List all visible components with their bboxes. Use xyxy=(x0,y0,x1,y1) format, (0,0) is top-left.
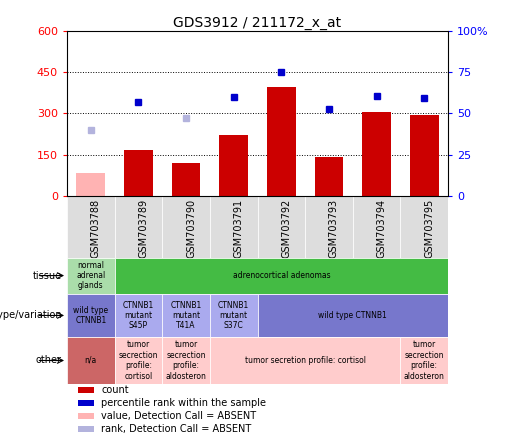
Bar xyxy=(258,196,305,258)
Bar xyxy=(78,387,94,393)
Text: tumor
secrection
profile:
cortisol: tumor secrection profile: cortisol xyxy=(118,341,158,381)
Text: CTNNB1
mutant
S45P: CTNNB1 mutant S45P xyxy=(123,301,154,330)
Bar xyxy=(114,258,448,293)
Text: tumor
secrection
profile:
aldosteron: tumor secrection profile: aldosteron xyxy=(166,341,207,381)
Text: other: other xyxy=(36,356,62,365)
Bar xyxy=(67,258,114,293)
Bar xyxy=(78,413,94,419)
Text: n/a: n/a xyxy=(84,356,97,365)
Text: GSM703793: GSM703793 xyxy=(329,199,339,258)
Text: GSM703794: GSM703794 xyxy=(376,199,387,258)
Text: rank, Detection Call = ABSENT: rank, Detection Call = ABSENT xyxy=(101,424,251,434)
Bar xyxy=(67,196,114,258)
Bar xyxy=(114,196,162,258)
Text: count: count xyxy=(101,385,129,395)
Title: GDS3912 / 211172_x_at: GDS3912 / 211172_x_at xyxy=(174,16,341,30)
Bar xyxy=(305,196,353,258)
Text: adrenocortical adenomas: adrenocortical adenomas xyxy=(232,271,330,280)
Bar xyxy=(76,173,105,196)
Bar xyxy=(258,293,448,337)
Bar xyxy=(210,337,401,384)
Bar xyxy=(410,115,439,196)
Bar xyxy=(78,400,94,406)
Bar xyxy=(67,337,114,384)
Bar xyxy=(162,196,210,258)
Text: tissue: tissue xyxy=(32,270,62,281)
Bar xyxy=(353,196,401,258)
Text: tumor secretion profile: cortisol: tumor secretion profile: cortisol xyxy=(245,356,366,365)
Text: GSM703788: GSM703788 xyxy=(91,199,101,258)
Text: genotype/variation: genotype/variation xyxy=(0,310,62,321)
Text: wild type CTNNB1: wild type CTNNB1 xyxy=(318,311,387,320)
Bar xyxy=(162,293,210,337)
Bar xyxy=(67,293,114,337)
Bar xyxy=(219,135,248,196)
Text: CTNNB1
mutant
S37C: CTNNB1 mutant S37C xyxy=(218,301,249,330)
Text: tumor
secrection
profile:
aldosteron: tumor secrection profile: aldosteron xyxy=(404,341,444,381)
Bar xyxy=(210,293,258,337)
Text: GSM703789: GSM703789 xyxy=(139,199,148,258)
Bar xyxy=(124,151,153,196)
Bar xyxy=(114,293,162,337)
Text: GSM703790: GSM703790 xyxy=(186,199,196,258)
Text: percentile rank within the sample: percentile rank within the sample xyxy=(101,398,266,408)
Bar xyxy=(210,196,258,258)
Bar xyxy=(315,157,343,196)
Text: value, Detection Call = ABSENT: value, Detection Call = ABSENT xyxy=(101,411,256,421)
Bar xyxy=(78,426,94,432)
Bar xyxy=(114,337,162,384)
Bar xyxy=(171,163,200,196)
Bar xyxy=(267,87,296,196)
Text: GSM703791: GSM703791 xyxy=(234,199,244,258)
Bar xyxy=(401,196,448,258)
Bar xyxy=(401,337,448,384)
Text: GSM703795: GSM703795 xyxy=(424,199,434,258)
Bar xyxy=(363,112,391,196)
Bar xyxy=(162,337,210,384)
Text: GSM703792: GSM703792 xyxy=(281,199,291,258)
Text: normal
adrenal
glands: normal adrenal glands xyxy=(76,261,106,290)
Text: CTNNB1
mutant
T41A: CTNNB1 mutant T41A xyxy=(170,301,202,330)
Text: wild type
CTNNB1: wild type CTNNB1 xyxy=(73,306,108,325)
